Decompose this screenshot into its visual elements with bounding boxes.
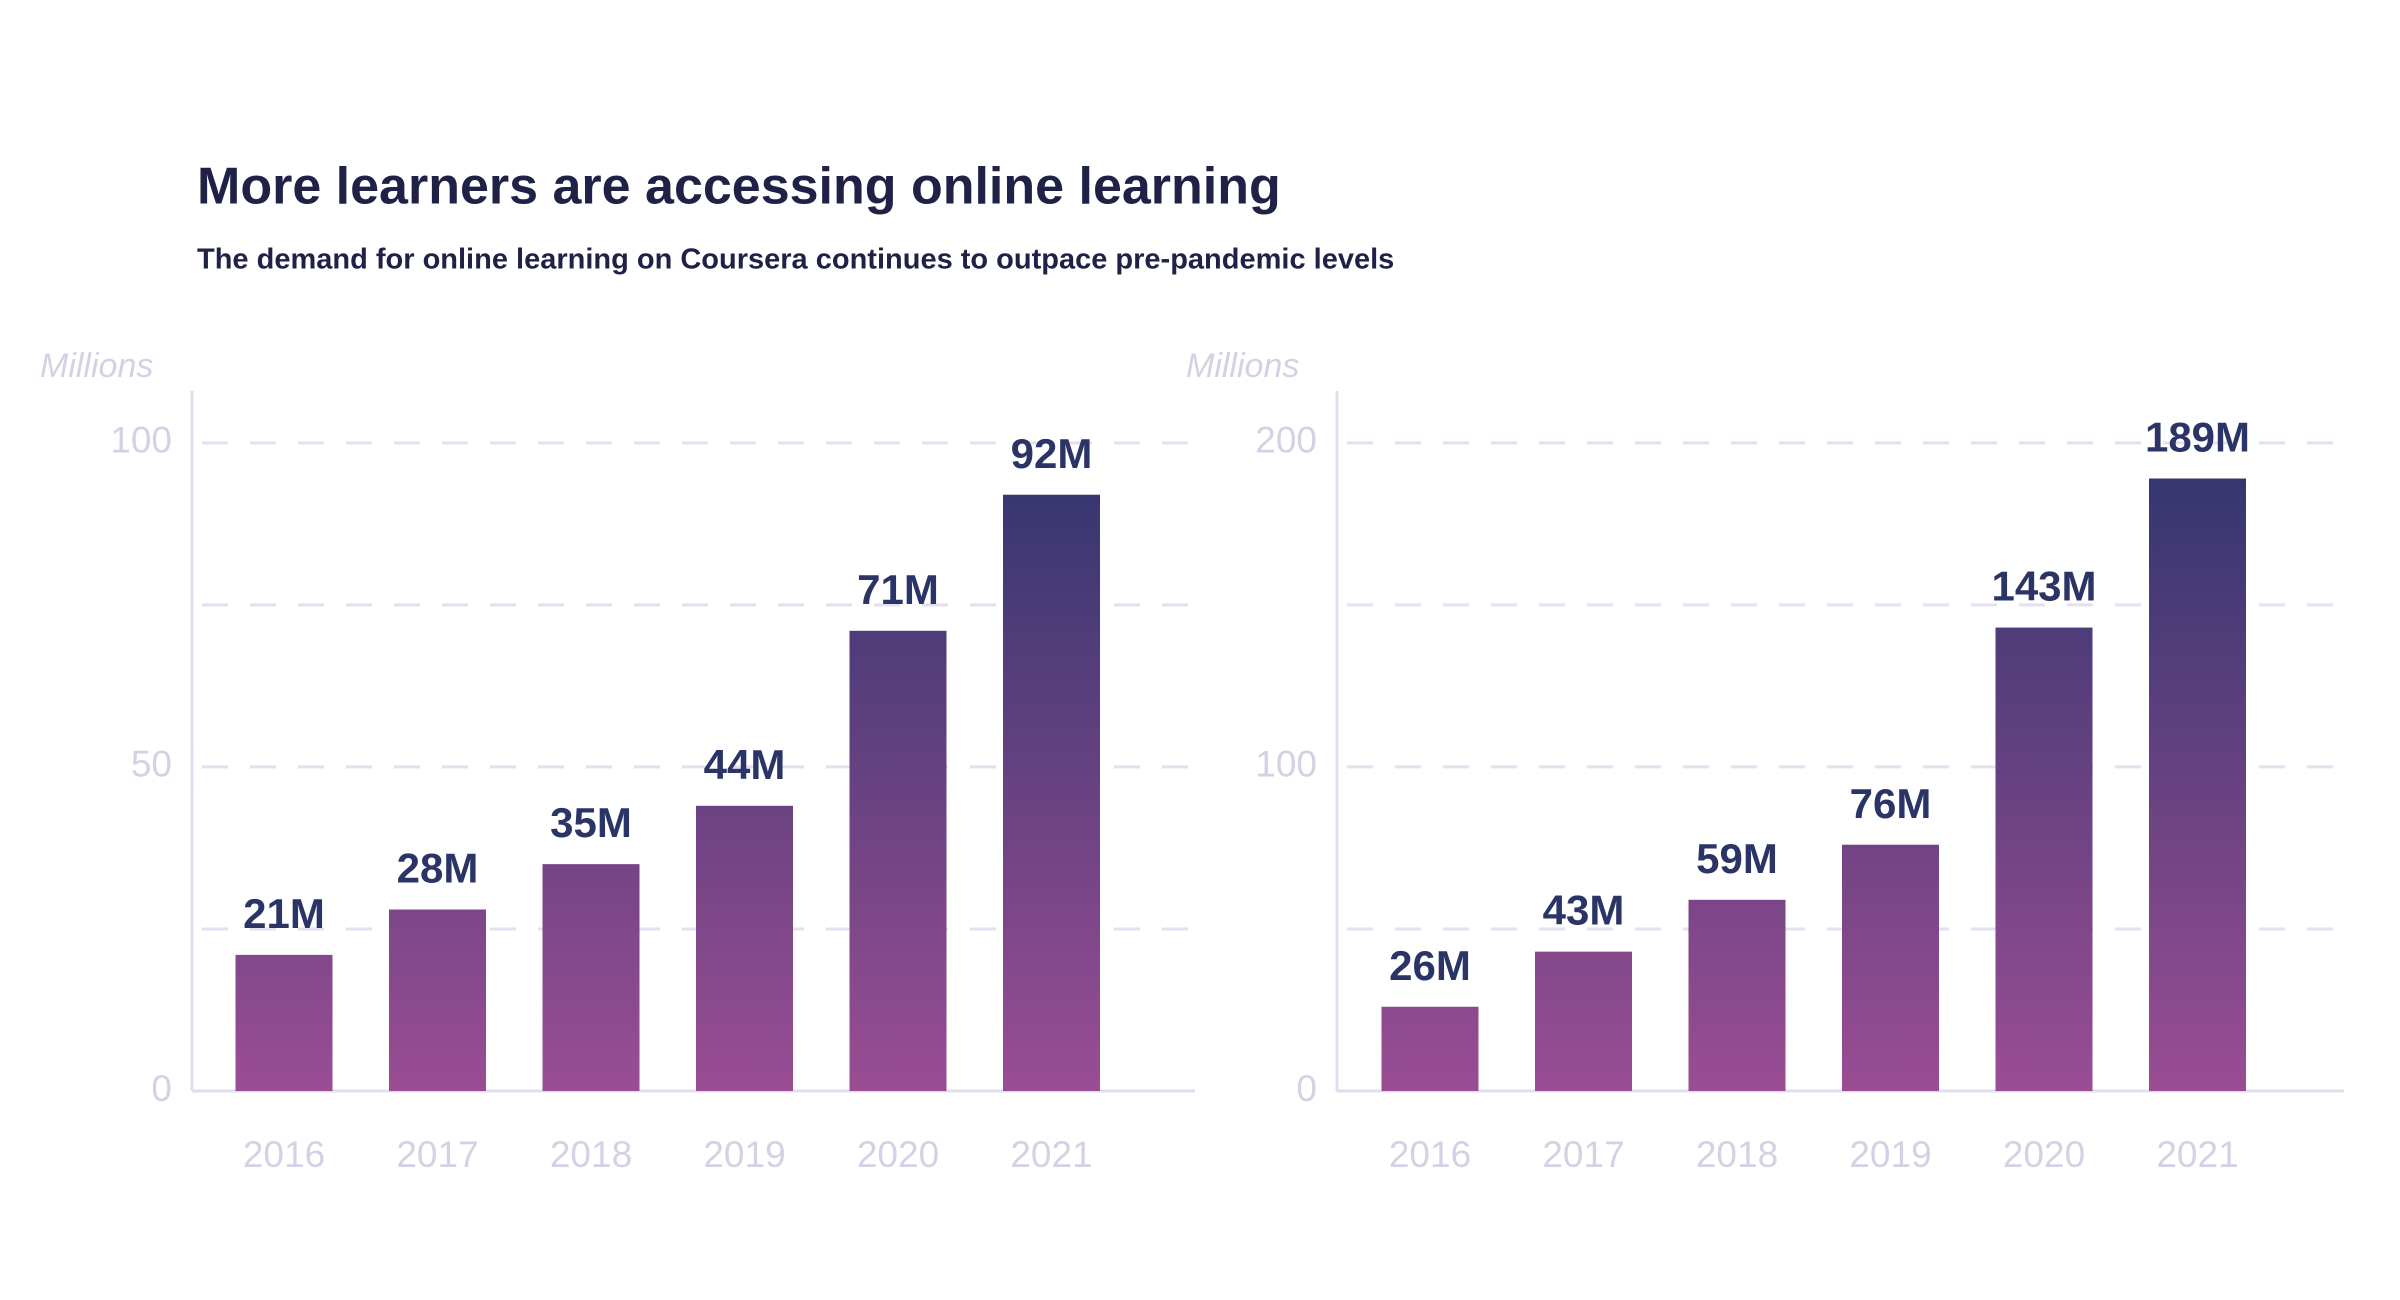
value-label: 189M <box>2145 414 2250 461</box>
x-tick-label: 2016 <box>243 1134 325 1175</box>
value-label: 71M <box>857 566 939 613</box>
x-tick-label: 2019 <box>703 1134 785 1175</box>
bar <box>696 805 793 1091</box>
bar <box>1842 844 1939 1091</box>
value-label: 35M <box>550 799 632 846</box>
x-tick-label: 2017 <box>396 1134 478 1175</box>
x-tick-label: 2020 <box>857 1134 939 1175</box>
x-tick-label: 2021 <box>2156 1134 2238 1175</box>
y-axis-label: Millions <box>40 347 153 385</box>
subtitle: The demand for online learning on Course… <box>197 244 1394 276</box>
value-label: 21M <box>243 890 325 937</box>
value-label: 92M <box>1011 430 1093 477</box>
x-tick-label: 2019 <box>1849 1134 1931 1175</box>
y-tick-label: 50 <box>131 744 172 785</box>
y-tick-label: 100 <box>1255 744 1317 785</box>
y-axis-label: Millions <box>1186 347 1299 385</box>
bar <box>235 954 333 1091</box>
bar <box>389 909 486 1091</box>
x-tick-label: 2017 <box>1542 1134 1624 1175</box>
x-tick-label: 2016 <box>1389 1134 1471 1175</box>
title: More learners are accessing online learn… <box>197 158 1281 216</box>
value-label: 26M <box>1389 942 1471 989</box>
x-tick-label: 2018 <box>1696 1134 1778 1175</box>
bar <box>849 630 947 1091</box>
bar <box>542 864 640 1091</box>
x-tick-label: 2018 <box>550 1134 632 1175</box>
value-label: 28M <box>397 845 479 892</box>
y-tick-label: 0 <box>1296 1068 1317 1109</box>
bar <box>1995 627 2093 1091</box>
value-label: 76M <box>1850 780 1932 827</box>
bar <box>1688 899 1786 1091</box>
bar <box>2149 478 2246 1091</box>
y-tick-label: 0 <box>151 1068 172 1109</box>
value-label: 143M <box>1991 563 2096 610</box>
y-tick-label: 200 <box>1255 420 1317 461</box>
x-tick-label: 2020 <box>2003 1134 2085 1175</box>
value-label: 43M <box>1543 887 1625 934</box>
value-label: 44M <box>704 741 786 788</box>
value-label: 59M <box>1696 835 1778 882</box>
bar <box>1003 494 1100 1091</box>
x-tick-label: 2021 <box>1010 1134 1092 1175</box>
bar <box>1535 951 1632 1091</box>
bar <box>1381 1006 1479 1091</box>
y-tick-label: 100 <box>110 420 172 461</box>
